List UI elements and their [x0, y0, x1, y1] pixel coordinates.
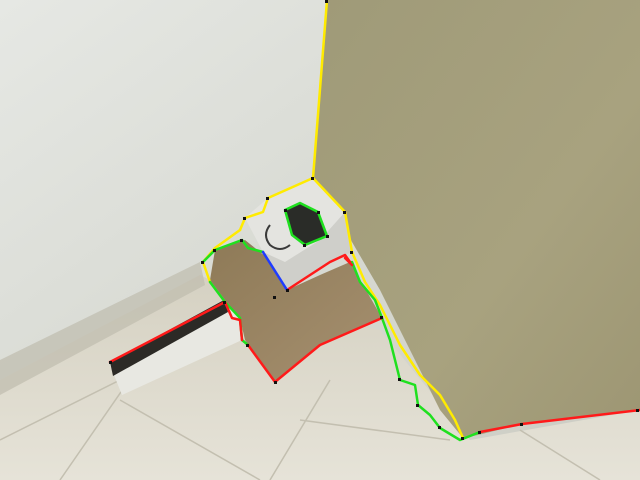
red-boundary-cardboard: [246, 316, 384, 384]
cable: [265, 224, 291, 250]
white-box: [110, 302, 242, 395]
white-box-dark-top: [110, 300, 228, 376]
blue-boundary: [261, 250, 289, 292]
panel: [313, 0, 640, 438]
cardboard: [210, 240, 382, 382]
green-boundary-right: [350, 260, 482, 442]
yellow-boundary-box: [238, 176, 315, 232]
floor: [0, 275, 640, 480]
green-boundary-low: [208, 280, 250, 347]
device-screen: [285, 203, 327, 245]
red-boundary-box: [285, 253, 352, 292]
vertex-markers: [109, 0, 639, 440]
red-boundary-strip: [108, 300, 244, 364]
floor-tile-seams: [0, 349, 601, 480]
baseboard-shadow: [0, 262, 205, 395]
yellow-boundary: [311, 0, 465, 440]
red-boundary-small: [343, 256, 354, 267]
device-box-side: [263, 212, 352, 290]
